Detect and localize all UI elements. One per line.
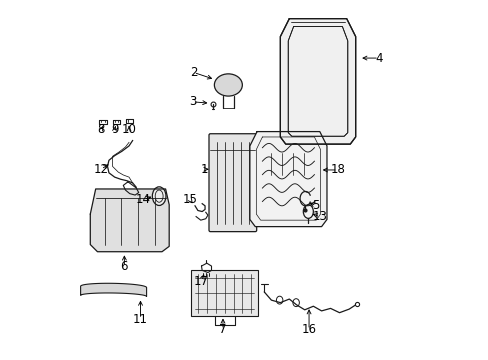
Text: 1: 1 — [200, 163, 208, 176]
Text: 15: 15 — [182, 193, 197, 206]
Text: 3: 3 — [188, 95, 196, 108]
Text: 9: 9 — [111, 123, 118, 136]
Text: 16: 16 — [301, 323, 316, 336]
Polygon shape — [249, 132, 326, 226]
Ellipse shape — [214, 74, 242, 96]
Bar — [191, 270, 257, 316]
Text: 7: 7 — [219, 323, 226, 336]
Text: 4: 4 — [374, 51, 382, 64]
Polygon shape — [90, 189, 169, 252]
FancyBboxPatch shape — [208, 134, 256, 231]
Text: 11: 11 — [133, 312, 148, 326]
Ellipse shape — [152, 187, 165, 206]
Text: 18: 18 — [329, 163, 345, 176]
Text: 17: 17 — [194, 275, 208, 288]
Text: 13: 13 — [312, 210, 326, 223]
Text: 2: 2 — [189, 66, 197, 79]
Text: 6: 6 — [121, 260, 128, 273]
Text: 5: 5 — [312, 199, 319, 212]
Text: 14: 14 — [136, 193, 151, 206]
Polygon shape — [280, 19, 355, 144]
Text: 10: 10 — [122, 123, 136, 136]
Polygon shape — [81, 283, 146, 297]
Text: 12: 12 — [93, 163, 108, 176]
Text: 8: 8 — [97, 123, 104, 136]
